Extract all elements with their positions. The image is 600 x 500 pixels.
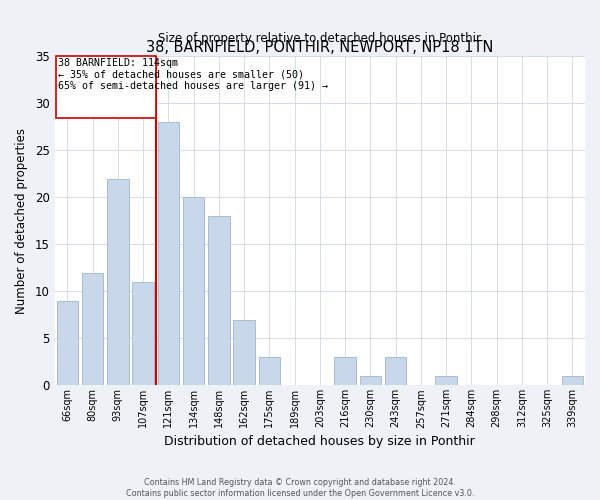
Bar xyxy=(133,282,154,386)
Bar xyxy=(208,216,230,386)
Bar xyxy=(259,357,280,386)
Text: 38 BARNFIELD: 114sqm
← 35% of detached houses are smaller (50)
65% of semi-detac: 38 BARNFIELD: 114sqm ← 35% of detached h… xyxy=(58,58,328,91)
Bar xyxy=(107,178,128,386)
Bar xyxy=(56,300,78,386)
Text: Size of property relative to detached houses in Ponthir: Size of property relative to detached ho… xyxy=(158,32,481,45)
Bar xyxy=(436,376,457,386)
X-axis label: Distribution of detached houses by size in Ponthir: Distribution of detached houses by size … xyxy=(164,434,475,448)
Bar xyxy=(183,198,205,386)
Bar xyxy=(82,272,103,386)
Bar xyxy=(233,320,255,386)
Bar xyxy=(359,376,381,386)
Y-axis label: Number of detached properties: Number of detached properties xyxy=(15,128,28,314)
Bar xyxy=(158,122,179,386)
FancyBboxPatch shape xyxy=(56,56,155,118)
Title: 38, BARNFIELD, PONTHIR, NEWPORT, NP18 1TN: 38, BARNFIELD, PONTHIR, NEWPORT, NP18 1T… xyxy=(146,40,494,56)
Bar xyxy=(385,357,406,386)
Text: Contains HM Land Registry data © Crown copyright and database right 2024.
Contai: Contains HM Land Registry data © Crown c… xyxy=(126,478,474,498)
Bar xyxy=(562,376,583,386)
Bar xyxy=(334,357,356,386)
